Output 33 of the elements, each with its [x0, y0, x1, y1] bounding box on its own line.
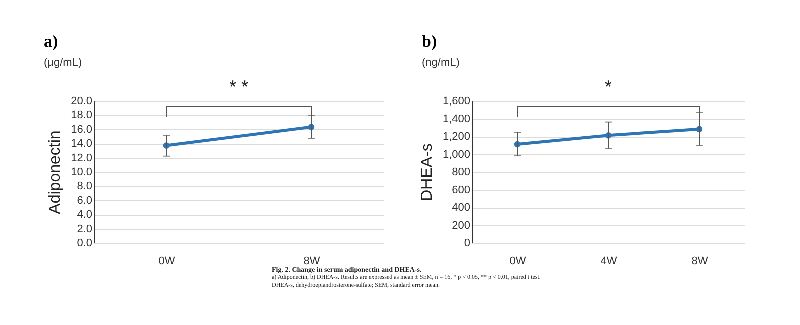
y-axis-title: Adiponectin — [47, 130, 64, 214]
x-tick-label: 4W — [600, 256, 618, 268]
y-tick-label: 1,400 — [442, 113, 470, 126]
x-tick-label: 8W — [692, 256, 709, 268]
y-tick-label: 0 — [464, 238, 470, 250]
x-tick-label: 0W — [158, 256, 176, 268]
y-tick-label: 4.0 — [77, 209, 92, 222]
y-tick-label: 1,000 — [442, 148, 470, 161]
y-tick-label: 400 — [452, 202, 470, 214]
chart-subtitle: (ng/mL) — [422, 57, 460, 69]
text: * * — [229, 77, 249, 97]
y-tick-label: 18.0 — [71, 110, 92, 122]
chart-title: b) — [422, 32, 438, 51]
y-tick-label: 1,600 — [442, 96, 470, 108]
y-tick-label: 8.0 — [77, 180, 92, 193]
y-axis-title: DHEA-s — [418, 144, 436, 202]
y-tick-label: 1,200 — [442, 131, 470, 143]
chart-subtitle: (μg/mL) — [44, 57, 82, 69]
y-tick-label: 2.0 — [77, 223, 92, 236]
y-tick-label: 200 — [452, 220, 470, 232]
text: * — [604, 77, 612, 97]
x-tick-label: 8W — [304, 256, 321, 268]
y-tick-label: 600 — [452, 184, 470, 196]
y-tick-label: 800 — [452, 166, 470, 178]
y-tick-label: 12.0 — [71, 152, 92, 164]
y-tick-label: 14.0 — [71, 138, 92, 150]
y-tick-label: 10.0 — [71, 166, 92, 178]
y-tick-label: 16.0 — [71, 124, 92, 136]
y-tick-label: 20.0 — [71, 96, 92, 108]
chart-title: a) — [44, 32, 58, 51]
x-tick-label: 0W — [510, 256, 527, 268]
y-tick-label: 6.0 — [77, 194, 92, 207]
y-tick-label: 0.0 — [77, 238, 92, 250]
